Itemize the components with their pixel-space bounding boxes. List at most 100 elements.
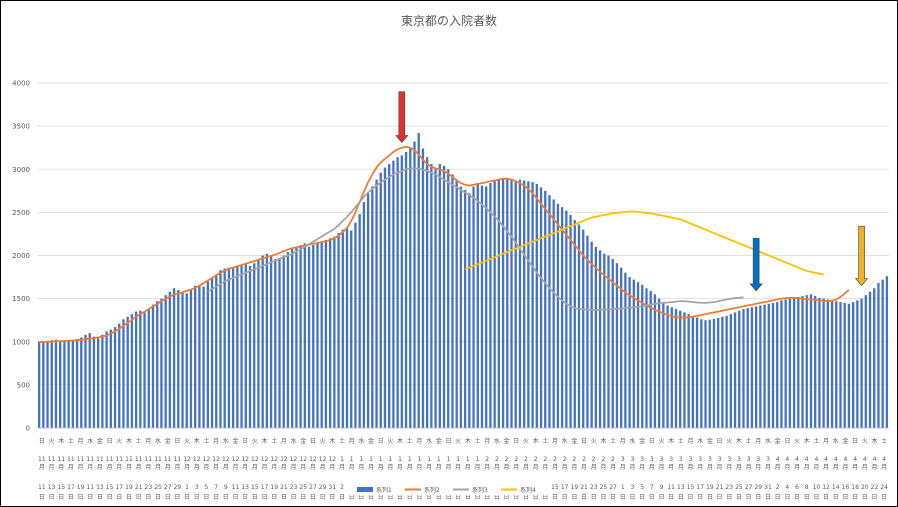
bar [67, 340, 70, 428]
bar [92, 336, 96, 428]
bar [151, 304, 155, 428]
x-tick-label: 1 [456, 456, 460, 463]
x-tick-label: 3 [698, 456, 702, 463]
bar [847, 303, 851, 428]
line-系列4 [464, 210, 824, 276]
bar [345, 227, 349, 428]
x-tick-label: 土 [542, 437, 548, 445]
x-tick-label: 4 [785, 484, 789, 491]
x-tick-label: 12 [822, 484, 830, 491]
down-arrow-icon [395, 91, 409, 143]
x-tick-label: 日 [174, 494, 180, 501]
x-tick-label: 月 [591, 464, 597, 471]
x-tick-label: 2 [776, 484, 780, 491]
x-tick-label: 2 [514, 456, 518, 463]
x-tick-label: 日 [329, 494, 335, 501]
x-tick-label: 1 [408, 456, 412, 463]
x-tick-label: 日 [736, 494, 742, 501]
x-tick-label: 17 [67, 484, 75, 491]
x-tick-label: 22 [871, 484, 879, 491]
bar [202, 286, 205, 428]
x-tick-label: 12 [299, 456, 307, 463]
x-tick-label: 23 [290, 484, 298, 491]
x-tick-label: 13 [677, 484, 685, 491]
x-tick-label: 25 [600, 484, 608, 491]
x-tick-label: 日 [600, 494, 606, 501]
y-axis: 0 500 1000 1500 2000 2500 3000 3500 4000 [12, 80, 30, 433]
x-tick-label: 月 [852, 464, 858, 471]
x-tick-label: 13 [96, 484, 104, 491]
bar [417, 133, 420, 428]
bar [590, 241, 593, 428]
x-tick-label: 木 [736, 437, 742, 445]
x-tick-label: 月 [842, 464, 848, 471]
x-tick-label: 11 [106, 456, 114, 463]
bar [96, 338, 100, 428]
x-tick-label: 木 [397, 437, 403, 445]
x-tick-label: 月 [823, 438, 829, 445]
x-tick-label: 2 [582, 456, 586, 463]
bar [122, 319, 125, 428]
x-tick-label: 月 [533, 464, 539, 471]
legend-swatch [357, 487, 373, 492]
x-tick-label: 29 [319, 484, 327, 491]
x-tick-label: 日 [107, 438, 113, 445]
bar [265, 253, 269, 428]
bar [206, 281, 209, 428]
x-tick-label: 日 [339, 494, 345, 501]
bar [754, 306, 758, 428]
bar [531, 182, 534, 428]
x-tick-label: 4 [776, 456, 780, 463]
bar [84, 334, 87, 428]
bar [641, 284, 644, 428]
bar [620, 267, 623, 428]
bar [413, 141, 416, 428]
bar [607, 255, 610, 428]
x-tick-label: 月 [707, 464, 713, 471]
x-tick-label: 日 [717, 438, 723, 445]
bar [421, 148, 425, 429]
x-tick-label: 19 [706, 484, 714, 491]
x-tick-label: 日 [358, 494, 364, 501]
x-tick-label: 11 [77, 456, 85, 463]
x-tick-label: 10 [813, 484, 821, 491]
x-tick-label: 日 [320, 494, 326, 501]
bar [177, 290, 180, 428]
x-tick-label: 日 [649, 438, 655, 445]
x-tick-label: 火 [862, 438, 868, 445]
x-tick-label: 月 [68, 464, 74, 471]
x-tick-label: 日 [78, 494, 84, 501]
x-tick-label: 金 [232, 437, 238, 445]
x-tick-label: 11 [125, 456, 133, 463]
bar [447, 169, 450, 428]
x-tick-label: 2 [611, 456, 615, 463]
bar [438, 164, 441, 428]
bar [792, 297, 796, 428]
x-tick-label: 月 [407, 464, 413, 471]
x-tick-label: 11 [86, 456, 94, 463]
x-tick-label: 水 [562, 437, 568, 445]
x-tick-label: 2 [534, 456, 538, 463]
x-tick-label: 29 [174, 484, 182, 491]
x-tick-label: 日 [126, 494, 132, 501]
x-tick-label: 月 [600, 464, 606, 471]
x-tick-label: 月 [320, 464, 326, 471]
x-tick-label: 1 [621, 484, 625, 491]
x-tick-label: 月 [194, 464, 200, 471]
x-tick-label: 日 [136, 494, 142, 501]
bar [71, 340, 75, 428]
bar [236, 266, 239, 428]
bar [409, 148, 412, 429]
x-tick-label: 金 [436, 437, 442, 445]
x-tick-label: 11 [86, 484, 94, 491]
x-tick-label: 水 [629, 437, 635, 445]
x-tick-label: 月 [552, 438, 558, 445]
x-tick-label: 15 [551, 484, 559, 491]
x-tick-label: 月 [300, 464, 306, 471]
x-tick-label: 13 [241, 484, 249, 491]
bar [143, 312, 146, 428]
bar [868, 291, 872, 428]
bar [189, 289, 193, 428]
x-tick-label: 17 [115, 484, 123, 491]
